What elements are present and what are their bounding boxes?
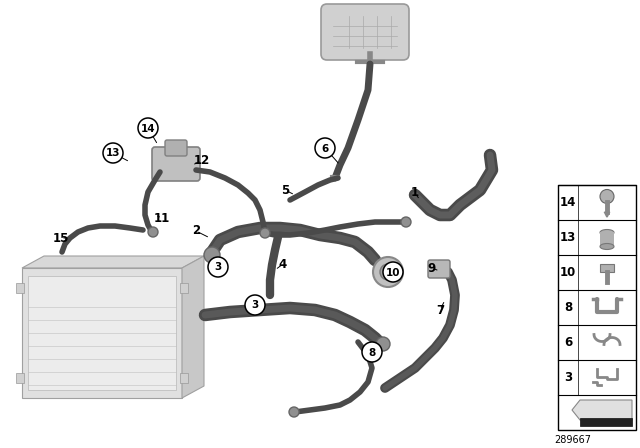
Circle shape: [103, 143, 123, 163]
FancyBboxPatch shape: [165, 140, 187, 156]
Circle shape: [362, 342, 382, 362]
Text: 15: 15: [53, 232, 69, 245]
Circle shape: [289, 407, 299, 417]
Text: 14: 14: [560, 196, 576, 209]
Text: 6: 6: [321, 143, 328, 154]
Circle shape: [245, 295, 265, 315]
Circle shape: [204, 247, 220, 263]
Circle shape: [315, 138, 335, 158]
Circle shape: [401, 217, 411, 227]
Bar: [558, 185, 636, 430]
Text: 10: 10: [386, 267, 400, 277]
Text: 4: 4: [279, 258, 287, 271]
FancyBboxPatch shape: [321, 4, 409, 60]
Circle shape: [208, 257, 228, 277]
Text: 12: 12: [194, 155, 210, 168]
Ellipse shape: [600, 244, 614, 250]
Circle shape: [376, 337, 390, 351]
Circle shape: [148, 227, 158, 237]
Bar: [16, 283, 24, 293]
Polygon shape: [182, 256, 204, 398]
Text: 13: 13: [106, 148, 120, 159]
Text: 6: 6: [564, 336, 572, 349]
Circle shape: [600, 190, 614, 203]
Text: 3: 3: [252, 301, 259, 310]
Text: 289667: 289667: [554, 435, 591, 445]
Text: 2: 2: [192, 224, 200, 237]
Circle shape: [138, 118, 158, 138]
Text: 5: 5: [281, 184, 289, 197]
FancyBboxPatch shape: [428, 260, 450, 278]
Text: 8: 8: [564, 301, 572, 314]
Ellipse shape: [600, 229, 614, 236]
Circle shape: [380, 264, 396, 280]
Bar: [600, 233, 614, 246]
Text: 1: 1: [411, 186, 419, 199]
Bar: [22, 268, 182, 398]
Text: 13: 13: [560, 231, 576, 244]
Circle shape: [260, 228, 270, 238]
Bar: [600, 264, 614, 272]
Bar: [28, 276, 176, 390]
Text: 10: 10: [560, 266, 576, 279]
Text: 3: 3: [214, 263, 221, 272]
Text: 14: 14: [141, 124, 156, 134]
Circle shape: [373, 257, 403, 287]
Text: 3: 3: [564, 371, 572, 384]
Text: 8: 8: [369, 348, 376, 358]
Text: 11: 11: [154, 211, 170, 224]
FancyBboxPatch shape: [152, 147, 200, 181]
Bar: [580, 418, 632, 426]
Bar: [16, 373, 24, 383]
Polygon shape: [572, 400, 632, 420]
Bar: [180, 283, 188, 293]
Bar: [180, 373, 188, 383]
Circle shape: [383, 262, 403, 282]
Text: 9: 9: [428, 262, 436, 275]
Polygon shape: [22, 256, 204, 268]
Text: 7: 7: [436, 303, 444, 316]
